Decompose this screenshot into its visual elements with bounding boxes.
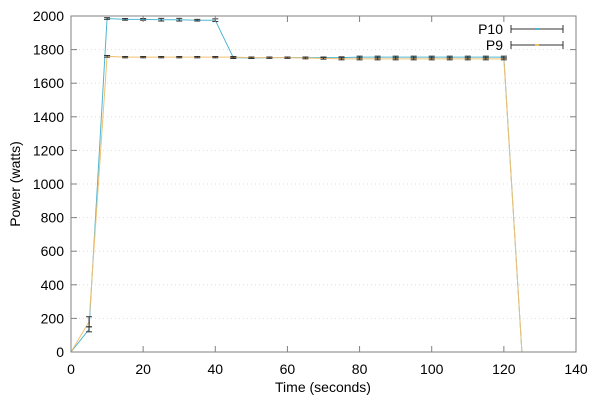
x-tick-label: 0 xyxy=(67,361,75,377)
y-tick-label: 1400 xyxy=(33,109,64,125)
grid-lines xyxy=(71,49,576,319)
y-tick-label: 1000 xyxy=(33,176,64,192)
data-series xyxy=(70,17,523,353)
x-tick-label: 120 xyxy=(492,361,516,377)
x-axis-label: Time (seconds) xyxy=(275,379,371,395)
y-tick-label: 200 xyxy=(41,310,65,326)
x-tick-label: 60 xyxy=(280,361,296,377)
legend-label-p9: P9 xyxy=(486,37,503,53)
x-tick-label: 100 xyxy=(420,361,444,377)
y-tick-label: 0 xyxy=(56,344,64,360)
y-tick-label: 800 xyxy=(41,210,65,226)
axis-ticks: 0 200 400 600 800 1000 1200 1400 1600 1800 2000 0 20… xyxy=(33,8,588,377)
y-tick-label: 2000 xyxy=(33,8,64,24)
x-tick-label: 20 xyxy=(135,361,151,377)
y-tick-label: 400 xyxy=(41,277,65,293)
y-axis-label: Power (watts) xyxy=(7,141,23,227)
y-tick-label: 600 xyxy=(41,243,65,259)
series-p10 xyxy=(70,17,523,353)
y-tick-label: 1800 xyxy=(33,42,64,58)
y-tick-label: 1200 xyxy=(33,142,64,158)
series-p9 xyxy=(70,54,523,353)
y-tick-label: 1600 xyxy=(33,75,64,91)
x-tick-label: 80 xyxy=(352,361,368,377)
x-tick-label: 40 xyxy=(207,361,223,377)
legend-label-p10: P10 xyxy=(478,21,503,37)
x-tick-label: 140 xyxy=(564,361,588,377)
